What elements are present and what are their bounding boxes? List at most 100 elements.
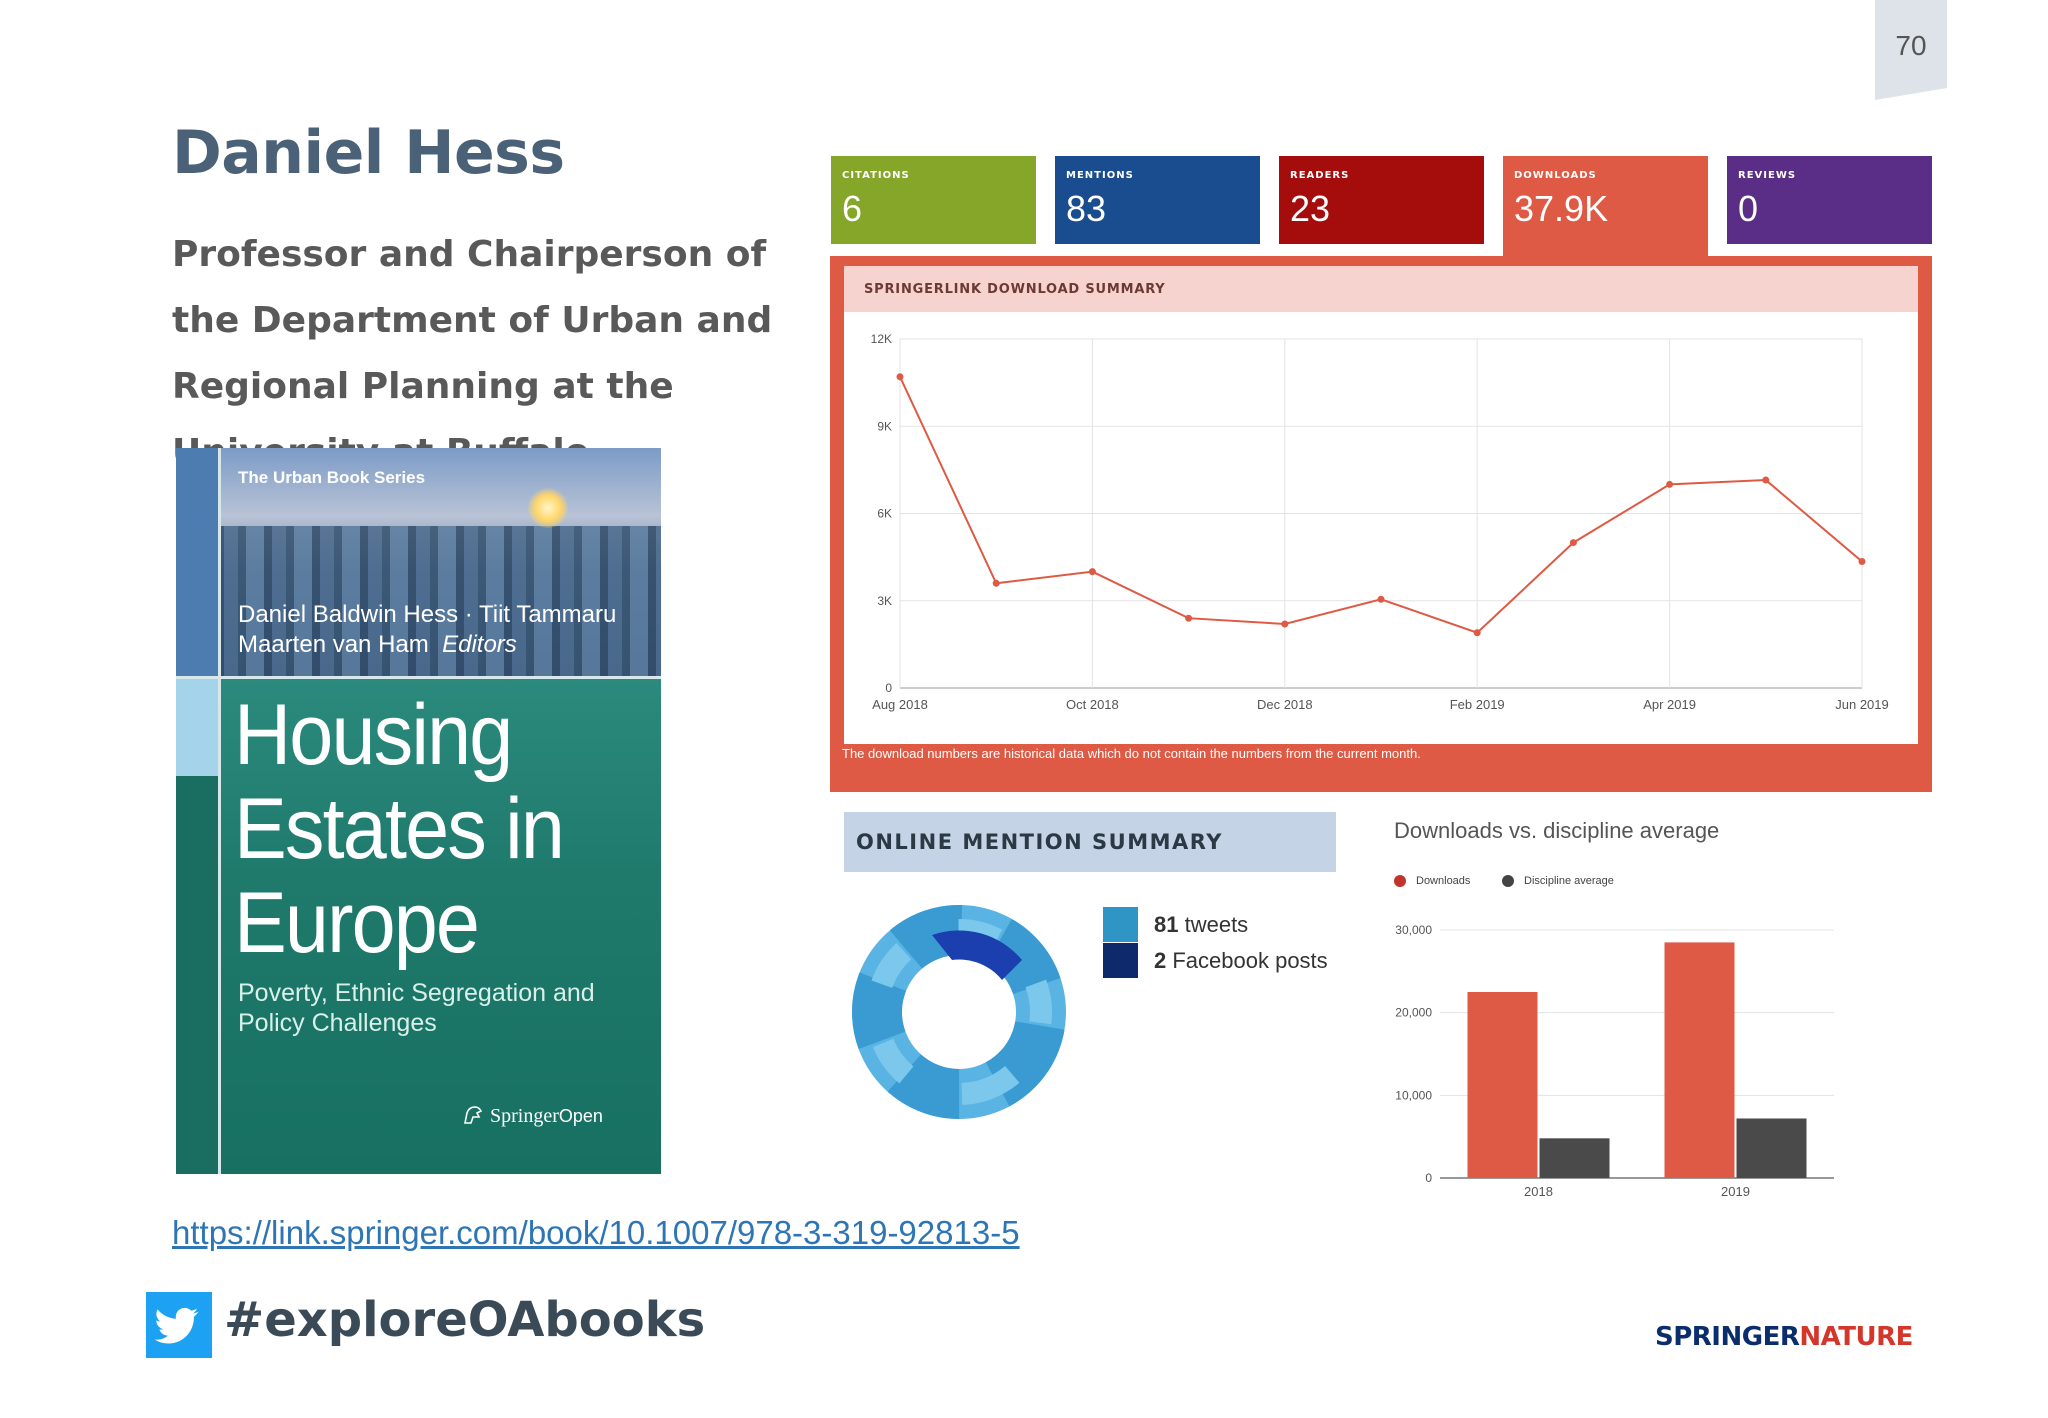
- bar-discipline-average: [1736, 1118, 1807, 1178]
- cover-sun: [528, 488, 568, 528]
- facebook-count: 2 Facebook posts: [1154, 948, 1328, 974]
- springer-horse-icon: [464, 1106, 483, 1124]
- y-tick-label: 12K: [871, 332, 892, 346]
- y-tick-label: 9K: [877, 419, 892, 433]
- springer-nature-logo: SPRINGERNATURE: [1655, 1322, 1913, 1352]
- data-point: [1281, 620, 1289, 628]
- data-point: [1377, 595, 1385, 603]
- discipline-bar-chart: 0 10,000 20,000 30,000 2018 2019: [1395, 923, 1834, 1199]
- facebook-number: 2: [1154, 948, 1167, 973]
- y-tick-label: 10,000: [1395, 1088, 1432, 1102]
- cover-skyline-photo: [176, 448, 661, 676]
- metric-downloads[interactable]: DOWNLOADS 37.9K: [1503, 156, 1708, 256]
- data-point: [1666, 480, 1674, 488]
- tweets-label: tweets: [1178, 912, 1249, 937]
- discipline-chart-title: Downloads vs. discipline average: [1394, 818, 1720, 843]
- cover-title: Housing Estates in Europe: [234, 687, 565, 971]
- cover-title-line2: Estates in: [234, 781, 565, 877]
- metric-label: MENTIONS: [1066, 170, 1134, 181]
- legend-downloads-dot: [1394, 875, 1406, 888]
- data-point: [1185, 614, 1193, 622]
- metric-label: REVIEWS: [1738, 170, 1797, 181]
- y-tick-label: 20,000: [1395, 1006, 1432, 1020]
- cover-title-line1: Housing: [234, 687, 513, 783]
- x-tick-label: Feb 2019: [1450, 697, 1505, 712]
- download-summary-note: The download numbers are historical data…: [842, 746, 1421, 761]
- hashtag: #exploreOAbooks: [224, 1292, 706, 1348]
- metric-label: READERS: [1290, 170, 1350, 181]
- bar-downloads: [1467, 992, 1538, 1178]
- metric-label: DOWNLOADS: [1514, 170, 1597, 181]
- x-tick-label: Aug 2018: [872, 697, 928, 712]
- download-summary-header: SPRINGERLINK DOWNLOAD SUMMARY: [844, 266, 1918, 312]
- cover-series-name: The Urban Book Series: [238, 468, 426, 487]
- data-point: [992, 579, 1000, 587]
- metric-readers[interactable]: READERS 23: [1279, 156, 1484, 244]
- data-point: [1569, 539, 1577, 547]
- page-number-tab: [1875, 0, 1947, 100]
- page-title: Daniel Hess: [172, 118, 565, 188]
- facebook-swatch: [1103, 943, 1138, 978]
- metric-value: 6: [842, 188, 863, 229]
- tweets-count: 81 tweets: [1154, 912, 1248, 938]
- data-point: [1473, 629, 1481, 637]
- springer-open-logo-main: Springer: [490, 1105, 559, 1127]
- cover-editors-line2-wrap: Maarten van Ham Editors: [238, 630, 616, 660]
- online-mention-header: ONLINE MENTION SUMMARY: [844, 812, 1336, 872]
- cover-side-band-top: [176, 448, 218, 676]
- cover-horizontal-rule: [176, 676, 661, 679]
- twitter-icon: [146, 1292, 212, 1358]
- altmetric-donut-icon: [852, 905, 1066, 1119]
- cover-editors-role: Editors: [442, 631, 517, 658]
- cover-editors: Daniel Baldwin Hess · Tiit Tammaru Maart…: [238, 600, 616, 660]
- metric-value: 83: [1066, 188, 1107, 229]
- metric-reviews[interactable]: REVIEWS 0: [1727, 156, 1932, 244]
- cover-side-band-mid: [176, 676, 218, 776]
- series-line: [899, 376, 1863, 634]
- metric-value: 37.9K: [1514, 188, 1609, 229]
- legend-downloads: Downloads: [1394, 875, 1471, 888]
- tweets-swatch: [1103, 907, 1138, 942]
- data-point: [1762, 476, 1770, 484]
- cover-editors-line2: Maarten van Ham: [238, 631, 429, 658]
- x-tick-label: 2019: [1721, 1184, 1750, 1199]
- x-tick-label: Dec 2018: [1257, 697, 1313, 712]
- book-link[interactable]: https://link.springer.com/book/10.1007/9…: [172, 1214, 1020, 1251]
- metric-value: 23: [1290, 188, 1331, 229]
- cover-lower-photo: [176, 679, 661, 1174]
- legend-downloads-label: Downloads: [1416, 875, 1471, 887]
- download-summary-inner: SPRINGERLINK DOWNLOAD SUMMARY 0 3K 6K 9K 12K…: [844, 266, 1918, 744]
- x-tick-label: Jun 2019: [1835, 697, 1889, 712]
- metric-label: CITATIONS: [842, 170, 910, 181]
- x-tick-label: Oct 2018: [1066, 697, 1119, 712]
- download-summary-title: SPRINGERLINK DOWNLOAD SUMMARY: [864, 282, 1166, 297]
- online-mention-title: ONLINE MENTION SUMMARY: [856, 830, 1224, 854]
- brand-springer: SPRINGER: [1655, 1322, 1800, 1352]
- metric-mentions[interactable]: MENTIONS 83: [1055, 156, 1260, 244]
- legend-discipline-label: Discipline average: [1524, 875, 1614, 887]
- x-tick-label: 2018: [1524, 1184, 1553, 1199]
- cover-vertical-rule: [218, 448, 221, 1174]
- data-point: [1088, 568, 1096, 576]
- brand-nature: NATURE: [1799, 1322, 1913, 1352]
- y-tick-label: 3K: [877, 594, 892, 608]
- data-point: [896, 373, 904, 381]
- y-tick-label: 6K: [877, 507, 892, 521]
- cover-city-buildings: [176, 526, 661, 676]
- bar-discipline-average: [1539, 1138, 1610, 1178]
- cover-title-line3: Europe: [234, 875, 480, 971]
- metric-citations[interactable]: CITATIONS 6: [831, 156, 1036, 244]
- y-tick-label: 0: [1425, 1171, 1432, 1185]
- legend-discipline-dot: [1502, 875, 1514, 888]
- book-cover: The Urban Book Series Daniel Baldwin Hes…: [176, 448, 661, 1174]
- bar-downloads: [1664, 942, 1735, 1178]
- cover-editors-line1: Daniel Baldwin Hess · Tiit Tammaru: [238, 601, 617, 628]
- springer-open-logo-suffix: Open: [558, 1106, 603, 1126]
- metric-value: 0: [1738, 188, 1759, 229]
- y-tick-label: 30,000: [1395, 923, 1432, 937]
- data-point: [1858, 557, 1866, 565]
- cover-subtitle: Poverty, Ethnic Segregation and Policy C…: [238, 979, 595, 1037]
- twitter-bird-icon: [154, 1307, 199, 1344]
- download-line-chart: 0 3K 6K 9K 12K Aug 2018 Oct 2018 Dec 2018 Feb 20…: [871, 332, 1889, 712]
- facebook-label: Facebook posts: [1166, 948, 1328, 973]
